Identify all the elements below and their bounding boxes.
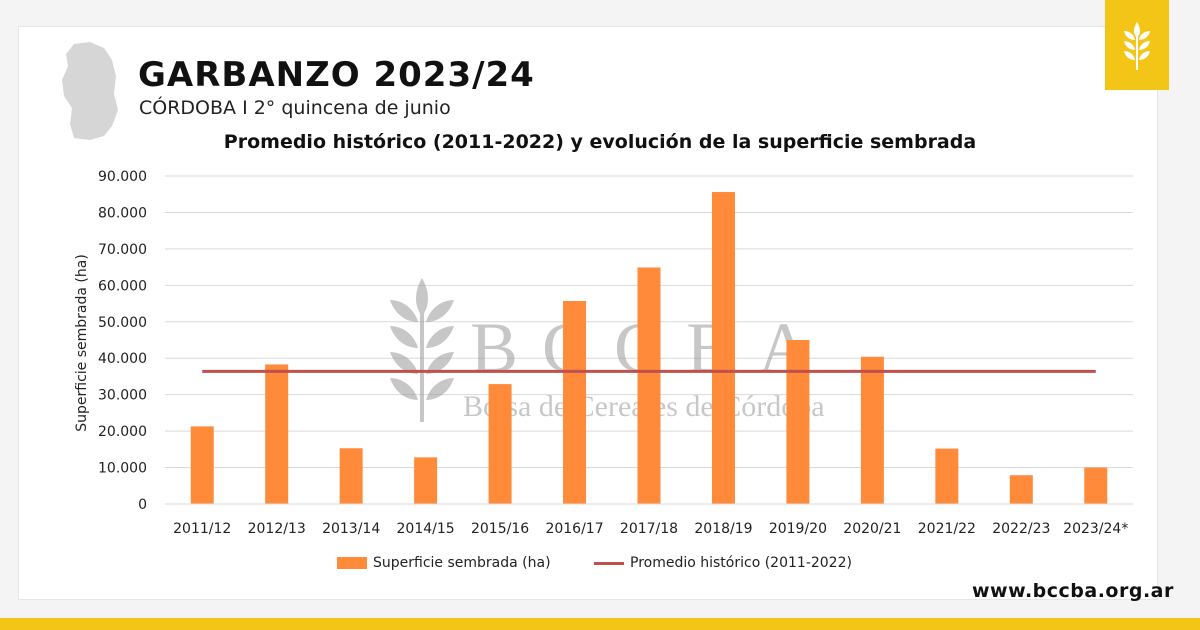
bar-2013/14 — [339, 448, 363, 504]
y-tick-label: 30.000 — [98, 388, 147, 404]
y-axis-ticks: 0 10.000 20.000 30.000 40.000 50.000 60.000 70.… — [98, 169, 147, 513]
bar-2018/19 — [711, 192, 735, 504]
bars — [190, 192, 1108, 504]
watermark-wheat-icon — [390, 278, 454, 422]
cordoba-map-icon — [62, 42, 118, 140]
x-tick-label: 2012/13 — [248, 521, 306, 537]
bottom-accent-band — [0, 618, 1200, 630]
bar-2017/18 — [637, 267, 661, 504]
bar-2022/23 — [1009, 475, 1033, 504]
y-axis-title: Superficie sembrada (ha) — [74, 254, 90, 432]
legend: Superficie sembrada (ha) Promedio histór… — [0, 555, 1200, 575]
y-tick-label: 60.000 — [98, 278, 147, 294]
x-tick-label: 2013/14 — [322, 521, 380, 537]
legend-label-average: Promedio histórico (2011-2022) — [630, 555, 852, 571]
y-tick-label: 20.000 — [98, 424, 147, 440]
legend-swatch-average — [594, 561, 624, 565]
page-subtitle: CÓRDOBA I 2° quincena de junio — [139, 97, 451, 119]
bar-2015/16 — [488, 384, 512, 504]
x-tick-label: 2018/19 — [694, 521, 752, 537]
x-tick-label: 2019/20 — [769, 521, 827, 537]
bar-2011/12 — [190, 426, 214, 504]
x-tick-label: 2011/12 — [173, 521, 231, 537]
chart-title: Promedio histórico (2011-2022) y evoluci… — [223, 131, 977, 153]
y-tick-label: 10.000 — [98, 461, 147, 477]
page-title: GARBANZO 2023/24 — [138, 55, 535, 95]
bar-2014/15 — [414, 457, 438, 504]
x-tick-label: 2020/21 — [843, 521, 901, 537]
legend-swatch-bars — [337, 557, 367, 569]
brand-logo — [1105, 0, 1169, 90]
x-tick-label: 2022/23 — [992, 521, 1050, 537]
y-tick-label: 40.000 — [98, 351, 147, 367]
x-tick-label: 2017/18 — [620, 521, 678, 537]
y-tick-label: 90.000 — [98, 169, 147, 185]
bar-2012/13 — [265, 364, 289, 504]
bar-2020/21 — [860, 356, 884, 504]
x-tick-label: 2016/17 — [545, 521, 603, 537]
x-tick-label: 2015/16 — [471, 521, 529, 537]
y-tick-label: 0 — [138, 497, 147, 513]
legend-item-bars: Superficie sembrada (ha) — [337, 555, 551, 571]
bar-2016/17 — [563, 301, 587, 504]
website-link[interactable]: www.bccba.org.ar — [972, 580, 1174, 602]
legend-item-average: Promedio histórico (2011-2022) — [594, 555, 852, 571]
bar-2023/24* — [1084, 467, 1108, 504]
y-tick-label: 50.000 — [98, 315, 147, 331]
wheat-icon — [1124, 22, 1150, 70]
x-tick-label: 2023/24* — [1063, 521, 1128, 537]
bar-2021/22 — [935, 448, 959, 504]
x-tick-label: 2021/22 — [918, 521, 976, 537]
y-tick-label: 80.000 — [98, 205, 147, 221]
x-tick-label: 2014/15 — [397, 521, 455, 537]
bar-2019/20 — [786, 340, 810, 504]
x-axis-ticks: 2011/12 2012/13 2013/14 2014/15 2015/16 2016/… — [173, 521, 1128, 537]
watermark: BCCBA Bolsa de Cereales de Córdoba — [390, 278, 825, 423]
legend-label-bars: Superficie sembrada (ha) — [373, 555, 551, 571]
y-tick-label: 70.000 — [98, 242, 147, 258]
